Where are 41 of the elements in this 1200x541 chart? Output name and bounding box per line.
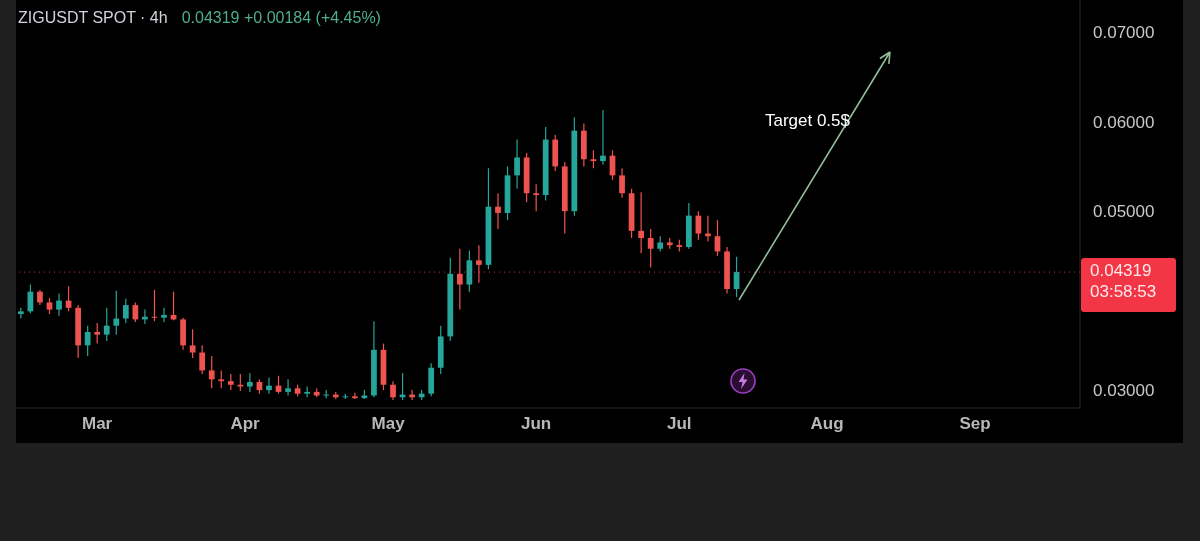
candlestick (600, 109, 606, 166)
text: 03:58:53 (1090, 282, 1157, 302)
x-tick-label: Aug (810, 414, 844, 434)
text: 0.04319 +0.00184 (+4.45%) (181, 9, 381, 27)
candlestick (304, 385, 310, 398)
candlestick (56, 292, 62, 317)
candlestick (161, 307, 167, 323)
candlestick (647, 228, 654, 269)
candlestick (456, 248, 463, 311)
candlestick (495, 192, 501, 230)
x-tick-label: Jun (520, 414, 552, 434)
ref-line-label: 0.04319 (1090, 261, 1152, 281)
candlestick (103, 307, 110, 342)
candlestick (94, 322, 101, 345)
candlestick (84, 325, 91, 357)
candlestick (266, 376, 272, 395)
candlestick (619, 167, 625, 199)
candlestick (533, 183, 540, 212)
candlestick (476, 244, 482, 284)
x-tick-label: Sep (959, 414, 991, 434)
y-tick-label: 0.06000 (1093, 112, 1155, 132)
candlestick (638, 191, 644, 254)
candlestick (113, 290, 120, 336)
x-tick-label: Apr (230, 414, 261, 434)
y-tick-label: 0.03000 (1093, 381, 1155, 401)
candlestick (351, 392, 358, 400)
candlestick (390, 380, 396, 401)
candlestick (208, 355, 215, 389)
x-tick-label: Jul (666, 414, 692, 434)
candlestick (18, 307, 24, 320)
y-tick-label: 0.05000 (1093, 202, 1155, 222)
candlestick (122, 298, 129, 324)
candlestick (199, 344, 206, 375)
candlestick (189, 328, 196, 359)
candlestick (514, 138, 520, 190)
candlestick (285, 378, 291, 397)
y-tick-label: 0.07000 (1093, 23, 1155, 43)
text: ZIGUSDT SPOT · 4h (18, 9, 168, 27)
x-tick-label: May (371, 414, 406, 434)
candlestick (247, 372, 253, 393)
x-tick-label: Mar (81, 414, 113, 434)
